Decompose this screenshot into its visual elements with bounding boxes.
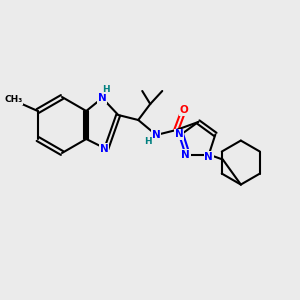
- Text: N: N: [98, 93, 106, 103]
- Text: N: N: [181, 150, 190, 160]
- Text: H: H: [102, 85, 110, 94]
- Text: N: N: [100, 144, 109, 154]
- Text: N: N: [175, 129, 184, 140]
- Text: CH₃: CH₃: [4, 95, 23, 104]
- Text: N: N: [152, 130, 161, 140]
- Text: N: N: [205, 152, 213, 162]
- Text: O: O: [180, 105, 189, 115]
- Text: H: H: [144, 137, 152, 146]
